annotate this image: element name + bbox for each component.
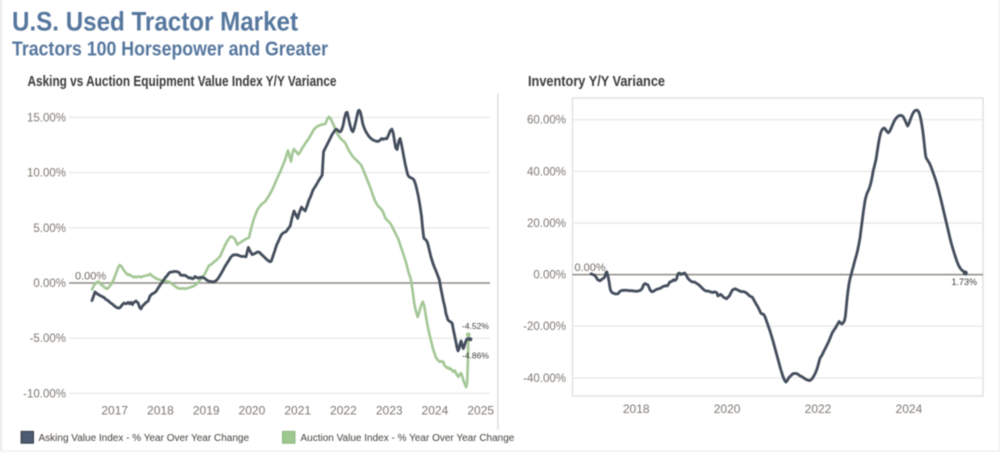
svg-text:10.00%: 10.00% <box>27 168 66 180</box>
svg-text:1.73%: 1.73% <box>952 277 978 287</box>
svg-text:2025: 2025 <box>467 404 494 418</box>
svg-text:U.S. Used Tractor Market: U.S. Used Tractor Market <box>12 7 298 37</box>
svg-text:Tractors 100 Horsepower and Gr: Tractors 100 Horsepower and Greater <box>12 39 328 61</box>
svg-text:2020: 2020 <box>714 402 741 416</box>
svg-text:Asking Value Index - % Year Ov: Asking Value Index - % Year Over Year Ch… <box>39 433 250 444</box>
svg-text:2021: 2021 <box>284 404 311 418</box>
svg-text:Auction Value Index - % Year O: Auction Value Index - % Year Over Year C… <box>301 433 515 444</box>
svg-text:5.00%: 5.00% <box>33 223 66 235</box>
svg-text:40.00%: 40.00% <box>527 166 566 178</box>
svg-text:15.00%: 15.00% <box>27 112 66 124</box>
svg-text:-4.52%: -4.52% <box>462 321 489 331</box>
svg-text:2020: 2020 <box>239 404 266 418</box>
svg-text:-10.00%: -10.00% <box>23 388 66 400</box>
svg-text:2023: 2023 <box>376 404 403 418</box>
svg-text:2018: 2018 <box>623 402 650 416</box>
svg-text:-4.86%: -4.86% <box>462 350 489 360</box>
svg-text:-40.00%: -40.00% <box>523 373 566 385</box>
svg-text:2022: 2022 <box>330 404 357 418</box>
svg-text:Asking vs Auction Equipment Va: Asking vs Auction Equipment Value Index … <box>28 73 337 90</box>
svg-text:2019: 2019 <box>193 404 220 418</box>
svg-text:60.00%: 60.00% <box>527 115 566 127</box>
svg-text:2024: 2024 <box>896 402 923 416</box>
svg-text:0.00%: 0.00% <box>533 270 566 282</box>
svg-text:-20.00%: -20.00% <box>523 321 566 333</box>
svg-text:2018: 2018 <box>147 404 174 418</box>
svg-text:0.00%: 0.00% <box>75 271 106 283</box>
svg-text:20.00%: 20.00% <box>527 218 566 230</box>
svg-text:2024: 2024 <box>422 404 449 418</box>
svg-text:2017: 2017 <box>101 404 128 418</box>
svg-text:2022: 2022 <box>805 402 832 416</box>
svg-text:0.00%: 0.00% <box>575 262 606 274</box>
svg-text:-5.00%: -5.00% <box>30 333 66 345</box>
svg-text:Inventory Y/Y Variance: Inventory Y/Y Variance <box>528 73 665 90</box>
svg-text:0.00%: 0.00% <box>33 278 66 290</box>
